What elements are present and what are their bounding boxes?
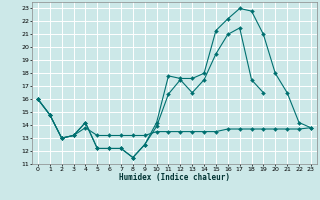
X-axis label: Humidex (Indice chaleur): Humidex (Indice chaleur) [119,173,230,182]
